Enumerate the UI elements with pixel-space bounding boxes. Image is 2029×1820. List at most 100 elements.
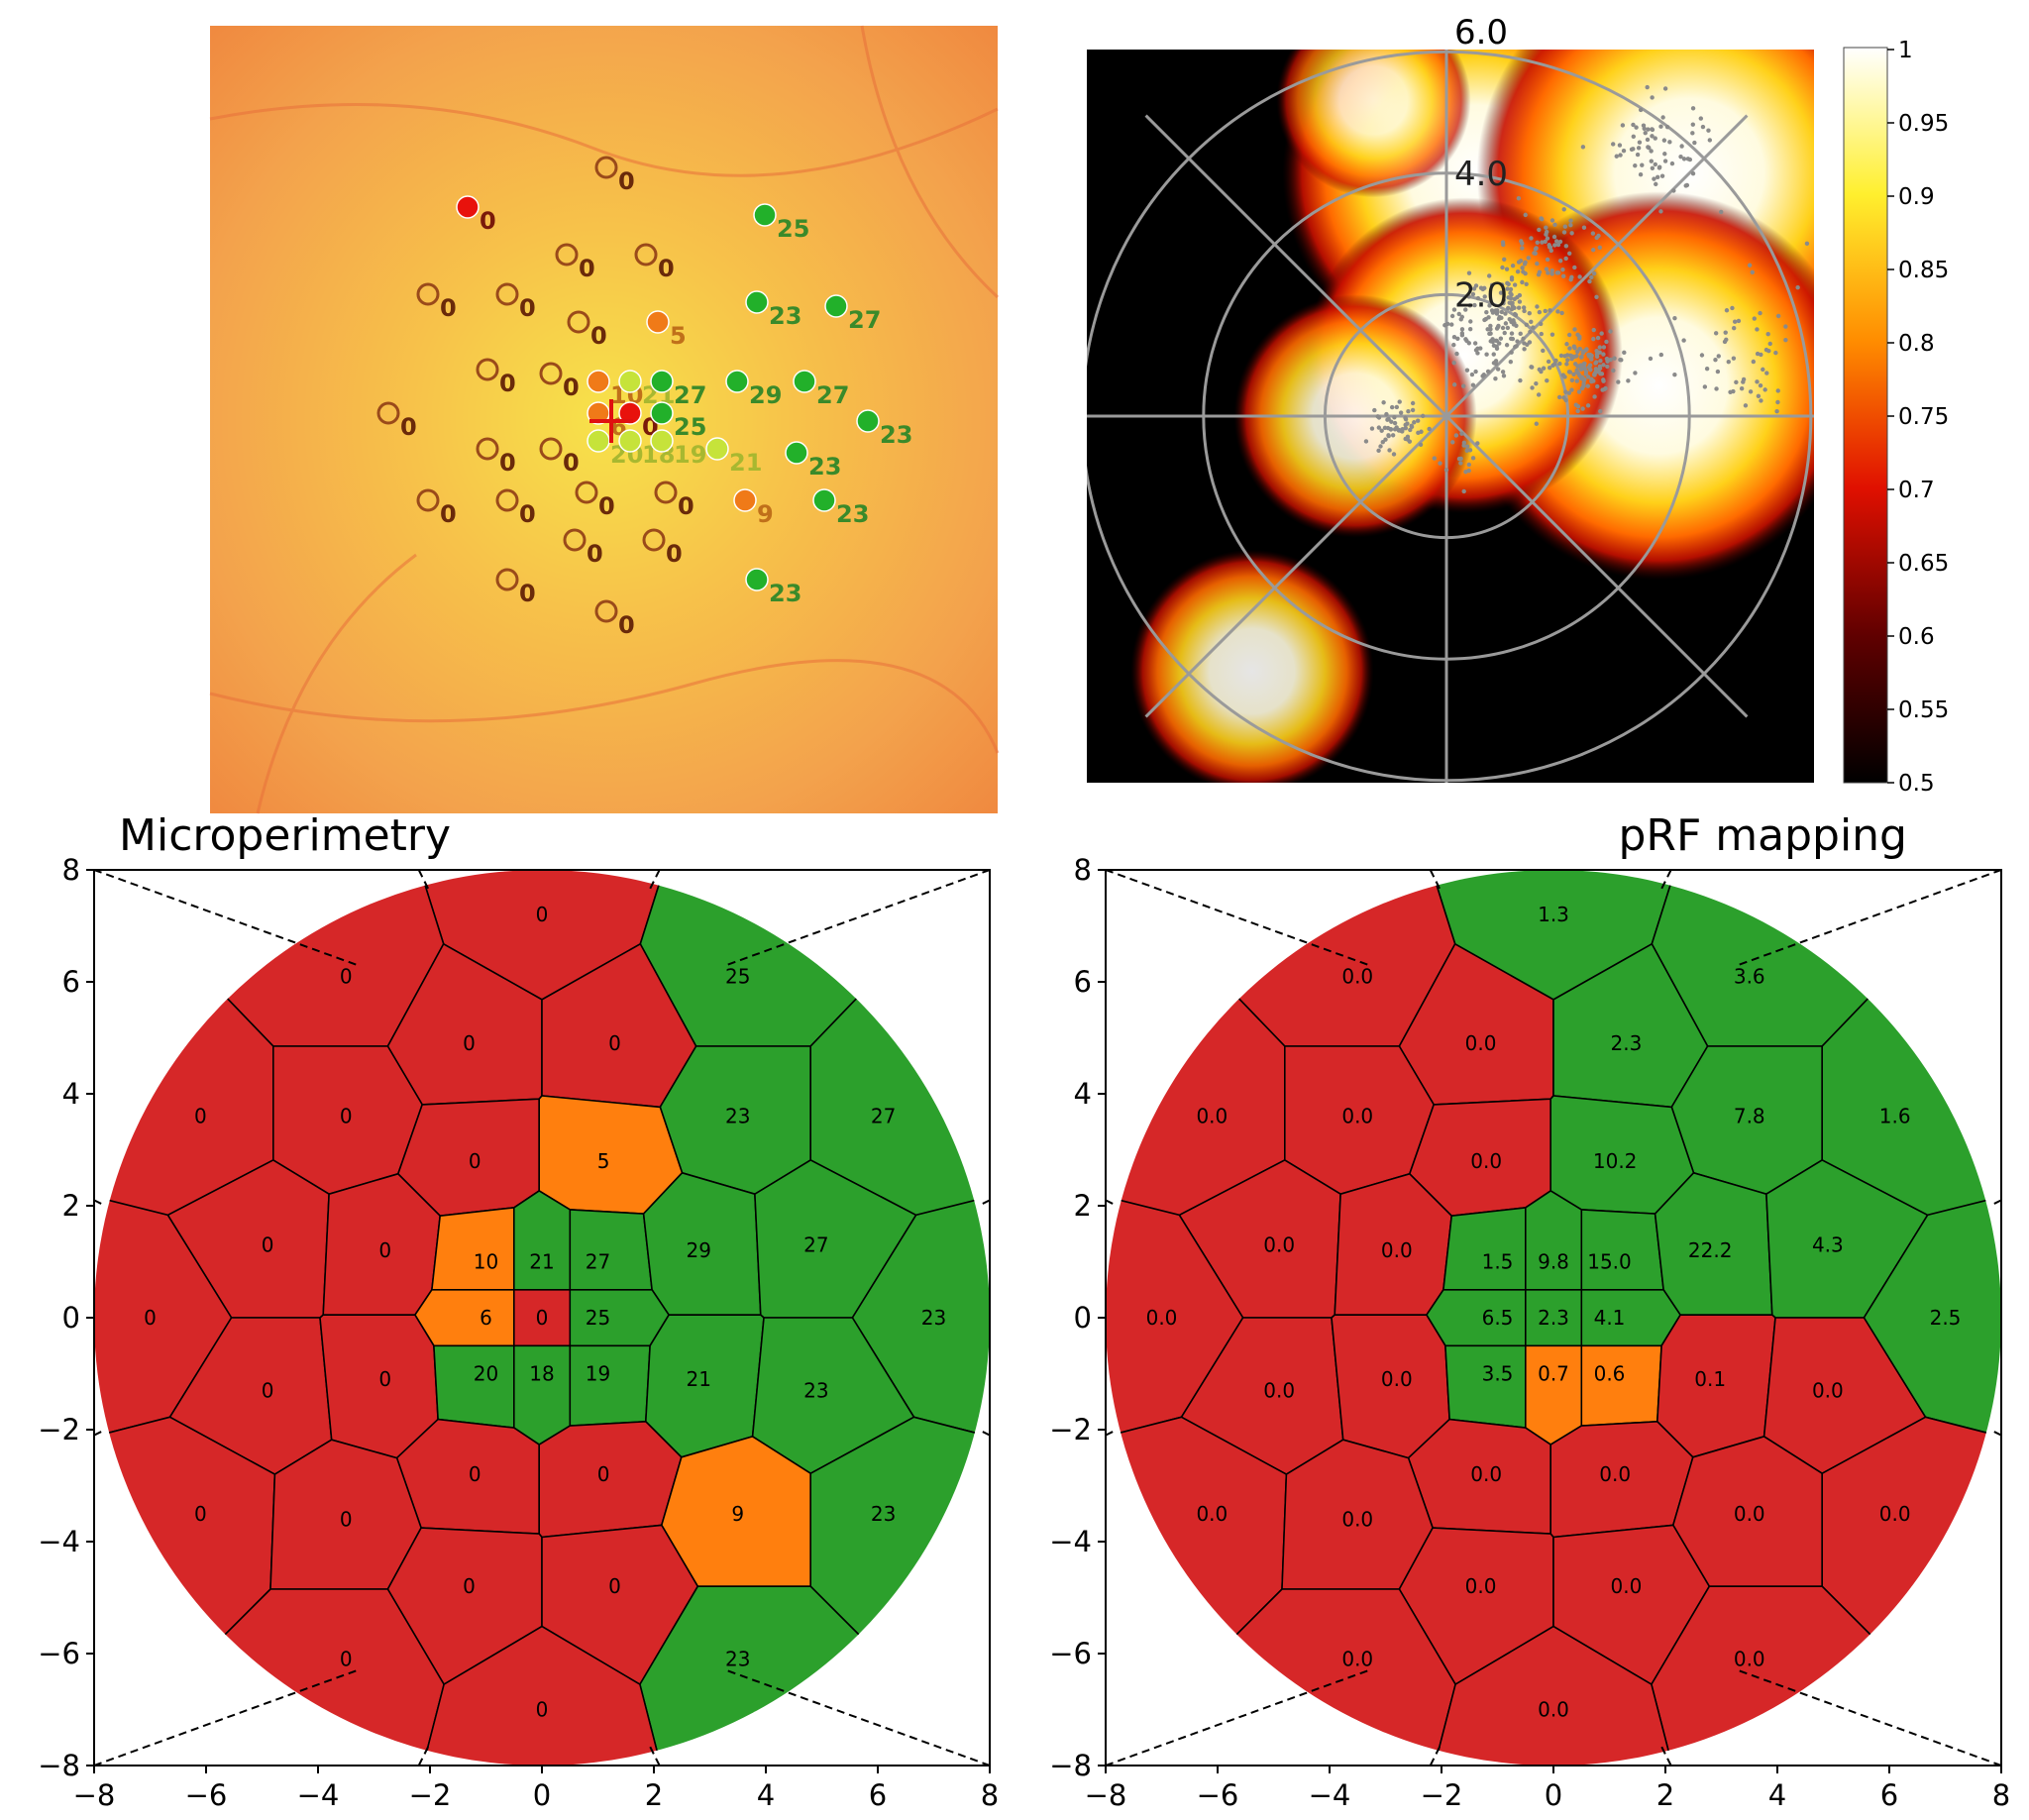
prf-center-point — [1598, 359, 1603, 364]
prf-center-point — [1758, 382, 1763, 388]
fundus-stimulus-25 — [587, 429, 610, 453]
sector-value-label: 0.1 — [1694, 1367, 1726, 1391]
prf-center-point — [1464, 368, 1470, 373]
prf-center-point — [1459, 314, 1465, 320]
prf-center-point — [1578, 355, 1584, 360]
prf-center-point — [1493, 376, 1498, 381]
sector-cell — [1284, 1045, 1436, 1196]
fundus-stimulus-label: 0 — [480, 207, 496, 235]
prf-center-point — [1638, 172, 1644, 177]
prf-center-point — [1604, 356, 1610, 362]
sector-value-label: 10.2 — [1593, 1149, 1638, 1173]
sector-boundary-line — [647, 869, 661, 894]
prf-center-point — [1466, 341, 1472, 346]
colorbar-tick-label: 0.7 — [1898, 478, 1935, 503]
prf-center-point — [1591, 327, 1596, 333]
prf-center-point — [1645, 137, 1651, 143]
prf-center-point — [1598, 408, 1603, 414]
prf-center-point — [1544, 225, 1548, 230]
prf-center-point — [1591, 336, 1596, 342]
prf-center-point — [1614, 154, 1619, 159]
prf-center-point — [1563, 244, 1569, 249]
sector-value-label: 22.2 — [1688, 1238, 1733, 1262]
prf-center-point — [1510, 336, 1516, 342]
prf-center-point — [1489, 282, 1495, 287]
prf-center-point — [1509, 292, 1514, 297]
prf-center-point — [1386, 416, 1391, 422]
prf-center-point — [1658, 209, 1663, 214]
prf-center-point — [1515, 339, 1520, 344]
prf-center-point — [1554, 270, 1559, 275]
prf-center-point — [1591, 270, 1597, 276]
sector-boundary-line — [726, 1669, 991, 1766]
prf-center-point — [1646, 127, 1651, 132]
sector-value-label: 7.8 — [1734, 1105, 1765, 1128]
prf-center-point — [1543, 308, 1548, 314]
prf-center-point — [1593, 367, 1599, 372]
prf-center-point — [1480, 374, 1485, 378]
fundus-stimulus-label: 0 — [579, 255, 595, 282]
prf-center-point — [1731, 356, 1737, 361]
prf-center-point — [1509, 306, 1515, 312]
sector-cell — [101, 870, 445, 1047]
sector-boundary-line — [647, 1742, 661, 1766]
prf-center-point — [1741, 376, 1747, 382]
prf-center-point — [1523, 270, 1528, 276]
fundus-stimulus-24 — [539, 437, 563, 461]
sector-boundary-line — [93, 1199, 106, 1207]
colorbar-tick-label: 0.65 — [1898, 551, 1949, 577]
fundus-stimulus-14 — [618, 370, 642, 393]
fundus-stimulus-1 — [456, 195, 480, 219]
prf-center-point — [1679, 144, 1684, 149]
prf-center-point — [1451, 307, 1457, 312]
y-tick-label: 0 — [1074, 1301, 1092, 1335]
prf-center-point — [1516, 195, 1522, 201]
prf-center-point — [1589, 274, 1594, 280]
prf-center-point — [1646, 145, 1651, 150]
fundus-stimulus-21 — [650, 401, 674, 425]
x-tick-label: 8 — [981, 1778, 999, 1812]
fundus-stimulus-28 — [705, 437, 729, 461]
prf-center-point — [1612, 356, 1617, 361]
prf-center-point — [1731, 388, 1736, 394]
prf-center-point — [1636, 146, 1642, 151]
prf-center-point — [1621, 148, 1627, 154]
prf-center-point — [1662, 159, 1668, 163]
prf-center-point — [1386, 433, 1391, 438]
sector-cell — [166, 1158, 330, 1319]
fundus-stimulus-10 — [824, 294, 848, 318]
prf-center-point — [1561, 230, 1567, 235]
prf-center-point — [1551, 234, 1557, 240]
prf-center-point — [1459, 431, 1464, 436]
sector-value-label: 0 — [144, 1306, 157, 1330]
sector-value-label: 0 — [340, 964, 353, 988]
prf-center-point — [1579, 375, 1585, 380]
prf-center-point — [1405, 421, 1410, 426]
prf-center-point — [1587, 352, 1593, 358]
prf-center-point — [1526, 256, 1532, 261]
prf-center-point — [1564, 362, 1569, 367]
sector-cell — [1549, 1095, 1695, 1215]
sector-cell — [754, 1158, 917, 1319]
prf-center-point — [1681, 338, 1686, 343]
prf-center-point — [1591, 378, 1596, 383]
prf-center-point — [1645, 84, 1650, 90]
sector-cell — [395, 1418, 540, 1535]
prf-center-point — [1398, 410, 1404, 415]
prf-center-point — [1562, 375, 1567, 379]
prf-center-point — [1599, 372, 1605, 376]
colorbar-tick-label: 0.8 — [1898, 331, 1935, 357]
prf-center-point — [1482, 294, 1487, 299]
sector-cell — [1408, 1098, 1551, 1218]
prf-center-point — [1432, 456, 1438, 461]
prf-center-point — [1702, 384, 1708, 389]
prf-center-point — [1487, 303, 1492, 308]
prf-center-point — [1635, 152, 1641, 158]
prf-center-point — [1572, 346, 1577, 351]
prf-center-point — [1575, 404, 1581, 409]
fundus-stimulus-label: 0 — [618, 611, 635, 639]
prf-center-point — [1582, 367, 1587, 372]
prf-center-point — [1586, 354, 1592, 359]
sector-cell — [319, 1314, 439, 1459]
prf-center-point — [1520, 266, 1525, 270]
